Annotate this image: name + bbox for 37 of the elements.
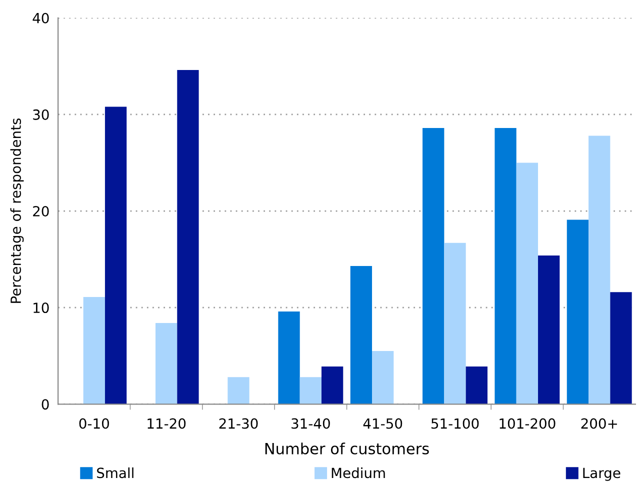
- bar: [516, 162, 538, 404]
- x-tick-label: 11-20: [148, 418, 186, 429]
- legend-label: Large: [583, 468, 620, 481]
- legend-label: Small: [97, 467, 134, 478]
- y-tick-label: 40: [32, 12, 49, 24]
- x-tick-label: 21-30: [219, 418, 258, 429]
- bar: [588, 136, 610, 404]
- x-axis-title: Number of customers: [265, 442, 429, 454]
- bar: [228, 377, 250, 404]
- y-tick-label: 30: [33, 109, 49, 120]
- bar: [538, 255, 560, 404]
- x-tick-label: 101-200: [500, 418, 556, 429]
- bar: [610, 292, 632, 404]
- x-tick-label: 0-10: [79, 418, 109, 429]
- y-tick-label: 0: [42, 399, 49, 410]
- bar: [372, 351, 394, 404]
- bar: [83, 296, 105, 404]
- bar: [177, 70, 199, 404]
- bar: [466, 366, 488, 404]
- bar: [444, 242, 466, 404]
- x-tick-label: 200+: [581, 418, 617, 429]
- x-tick-label: 41-50: [363, 418, 402, 429]
- bar: [104, 106, 127, 404]
- bar: [321, 366, 344, 404]
- x-tick-label: 51-100: [431, 418, 479, 429]
- legend-label: Medium: [332, 467, 385, 478]
- y-axis-title: Percentage of respondents: [10, 118, 24, 303]
- bar: [278, 311, 300, 404]
- bar: [155, 323, 178, 404]
- bar: [494, 128, 516, 404]
- bar: [300, 377, 322, 404]
- y-tick-label: 20: [33, 206, 49, 216]
- y-tick-label: 10: [34, 302, 49, 314]
- bar: [350, 266, 372, 404]
- bar: [422, 128, 444, 404]
- bar: [566, 220, 589, 404]
- x-tick-label: 31-40: [292, 418, 330, 429]
